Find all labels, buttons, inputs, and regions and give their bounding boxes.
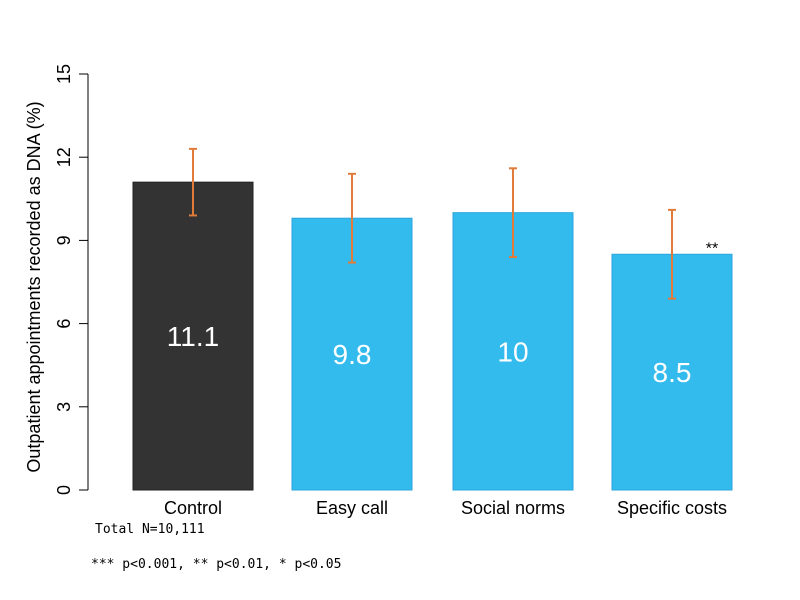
y-axis-title: Outpatient appointments recorded as DNA …	[24, 101, 44, 472]
x-category-label: Specific costs	[617, 498, 727, 518]
y-tick-label-9: 9	[54, 235, 74, 245]
y-tick-label-12: 12	[54, 147, 74, 167]
y-tick-label-0: 0	[54, 485, 74, 495]
bar-control	[132, 181, 254, 491]
bar-value-label: 8.5	[653, 357, 692, 388]
total-n-note: Total N=10,111	[95, 522, 205, 537]
bar-value-label: 11.1	[167, 321, 219, 352]
x-category-label: Easy call	[316, 498, 388, 518]
x-category-label: Social norms	[461, 498, 565, 518]
significance-marker: **	[706, 240, 718, 257]
x-category-label: Control	[164, 498, 222, 518]
bar-value-label: 10	[497, 336, 528, 367]
y-tick-label-6: 6	[54, 319, 74, 329]
bar-value-label: 9.8	[333, 339, 372, 370]
p-value-note: *** p<0.001, ** p<0.01, * p<0.05	[91, 557, 342, 572]
y-tick-label-3: 3	[54, 402, 74, 412]
bar-social-norms	[452, 212, 574, 491]
y-tick-label-15: 15	[54, 64, 74, 84]
